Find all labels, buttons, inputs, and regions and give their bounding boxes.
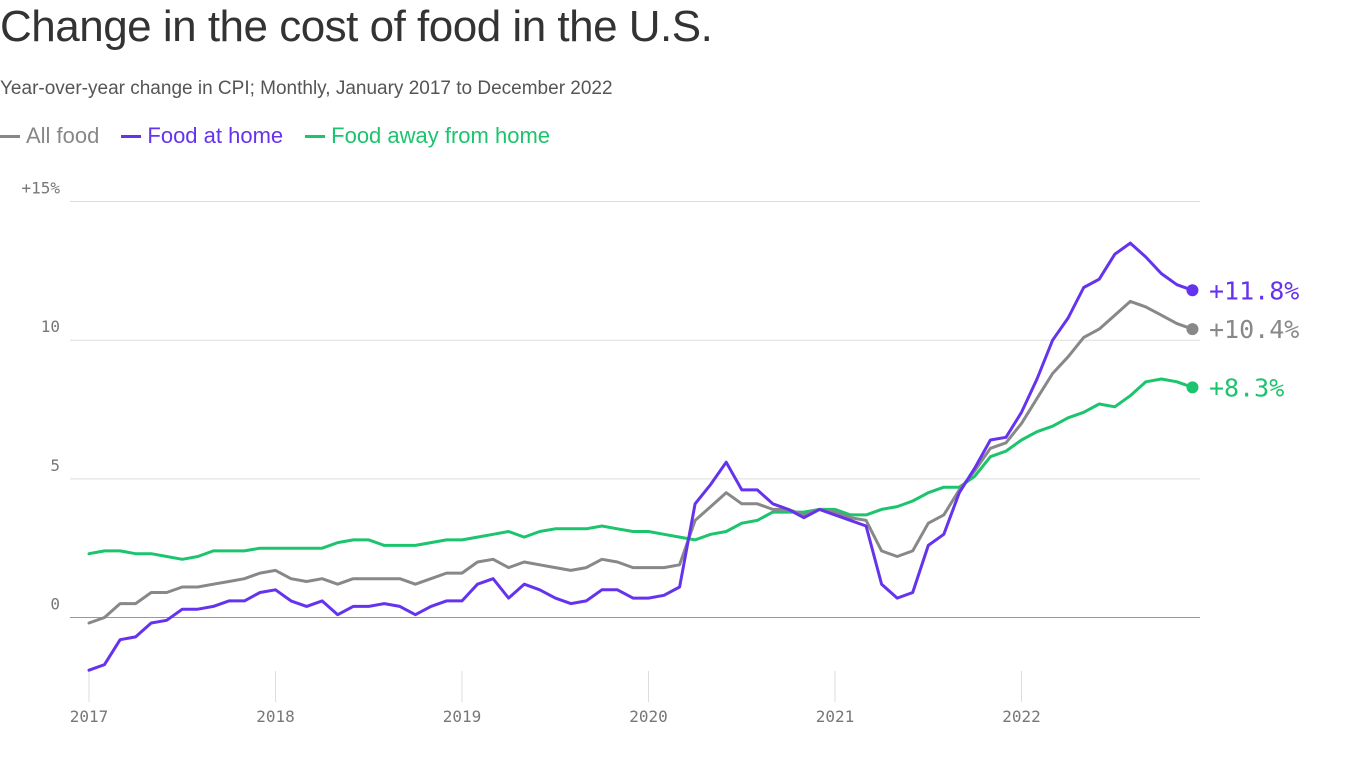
legend-item-all-food: All food	[0, 123, 99, 149]
x-tick-label: 2019	[443, 707, 482, 726]
end-label-all-food: +10.4%	[1209, 315, 1299, 344]
end-point-all-food	[1186, 323, 1199, 336]
legend-item-food-at-home: Food at home	[121, 123, 283, 149]
legend-label-food-at-home: Food at home	[147, 123, 284, 148]
x-tick-label: 2021	[816, 707, 855, 726]
x-tick-label: 2022	[1002, 707, 1041, 726]
series-line-food-at-home	[87, 241, 1194, 672]
y-tick-label: 0	[50, 595, 60, 614]
legend-swatch-food-at-home	[121, 134, 142, 138]
x-tick-label: 2017	[70, 707, 109, 726]
end-point-food-away	[1186, 381, 1199, 394]
x-tick-label: 2020	[629, 707, 668, 726]
y-tick-label: +15%	[21, 179, 60, 198]
series-line-all-food	[87, 299, 1194, 625]
chart-subtitle: Year-over-year change in CPI; Monthly, J…	[0, 78, 613, 99]
x-tick-label: 2018	[256, 707, 295, 726]
legend-label-food-away-from-home: Food away from home	[331, 123, 551, 148]
y-tick-label: 10	[41, 317, 60, 336]
legend: All food Food at home Food away from hom…	[0, 123, 550, 149]
end-point-food-at-home	[1186, 284, 1199, 297]
legend-swatch-all-food	[0, 134, 20, 138]
legend-swatch-food-away-from-home	[305, 134, 326, 138]
legend-label-all-food: All food	[26, 123, 100, 148]
y-tick-label: 5	[50, 456, 60, 475]
end-label-food-at-home: +11.8%	[1209, 276, 1299, 305]
legend-item-food-away-from-home: Food away from home	[305, 123, 550, 149]
series-line-food-away	[87, 377, 1194, 561]
end-label-food-away: +8.3%	[1209, 373, 1284, 402]
chart-title: Change in the cost of food in the U.S.	[0, 2, 713, 51]
